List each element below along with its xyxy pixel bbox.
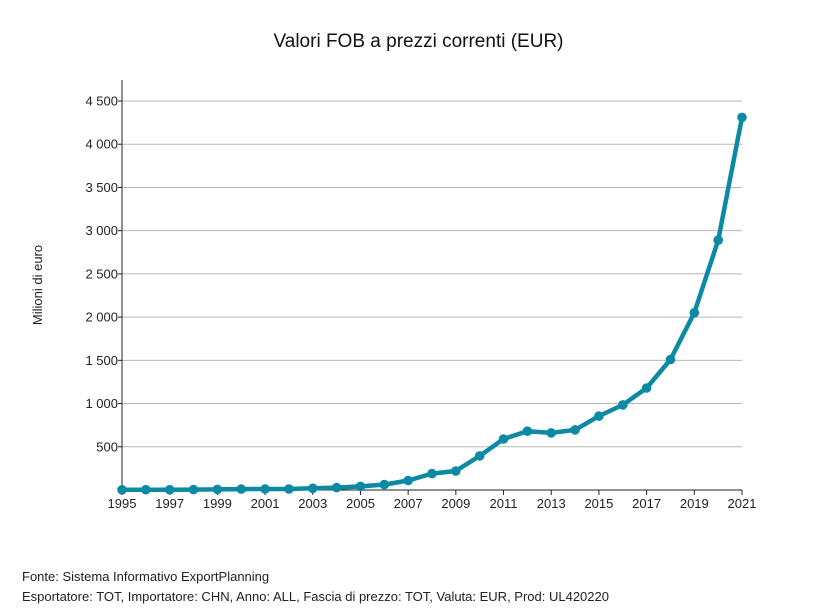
data-point-2005 xyxy=(355,481,366,492)
x-tick-label: 1995 xyxy=(108,496,137,511)
y-tick-label: 2 000 xyxy=(85,310,118,325)
y-tick-label: 500 xyxy=(96,439,118,454)
x-tick-label: 2013 xyxy=(537,496,566,511)
data-point-2020 xyxy=(713,235,723,245)
y-tick-label: 4 000 xyxy=(85,137,118,152)
data-point-1995 xyxy=(117,485,127,495)
y-tick-labels: 500 1 000 1 500 2 000 2 500 3 000 3 500 4 000 4 … xyxy=(85,94,118,455)
data-point-2017 xyxy=(641,383,652,393)
y-tick-label: 1 500 xyxy=(85,353,118,368)
x-tick-label: 2015 xyxy=(584,496,613,511)
data-point-2009 xyxy=(451,466,461,476)
x-tick-label: 2019 xyxy=(680,496,709,511)
data-point-1997 xyxy=(164,484,175,495)
x-tick-label: 1997 xyxy=(155,496,184,511)
data-point-1996 xyxy=(141,484,151,495)
data-point-2012 xyxy=(522,426,533,437)
x-tick-label: 2021 xyxy=(728,496,757,511)
x-tick-label: 1999 xyxy=(203,496,232,511)
chart-title: Valori FOB a prezzi correnti (EUR) xyxy=(273,31,564,52)
line-chart: 500 1 000 1 500 2 000 2 500 3 000 3 500 4 000 4 … xyxy=(30,80,757,511)
x-tick-label: 2017 xyxy=(632,496,661,511)
series-line xyxy=(119,115,745,493)
y-tick-label: 3 500 xyxy=(85,180,118,195)
y-axis-label: Milioni di euro xyxy=(30,245,45,325)
data-point-2000 xyxy=(236,484,246,494)
data-point-2015 xyxy=(594,411,604,421)
x-tick-label: 2005 xyxy=(346,496,375,511)
data-point-2008 xyxy=(427,468,437,479)
y-tick-label: 3 000 xyxy=(85,223,118,238)
data-point-2007 xyxy=(403,475,414,486)
data-point-2019 xyxy=(689,308,700,318)
data-point-2018 xyxy=(665,354,676,365)
data-point-2006 xyxy=(379,479,390,490)
axes xyxy=(121,80,743,495)
y-tick-label: 2 500 xyxy=(85,266,118,281)
x-tick-label: 2001 xyxy=(251,496,280,511)
data-point-2014 xyxy=(570,425,580,435)
data-point-2004 xyxy=(331,482,342,493)
data-point-2010 xyxy=(474,451,485,461)
data-point-2021 xyxy=(737,112,747,123)
data-point-2016 xyxy=(618,400,628,410)
data-point-1998 xyxy=(188,484,199,495)
x-tick-labels: 1995 1997 1999 2001 2003 2005 2007 2009 2011 2013… xyxy=(108,496,757,511)
x-tick-label: 2007 xyxy=(394,496,423,511)
y-tick-label: 1 000 xyxy=(85,396,118,411)
data-point-1999 xyxy=(212,484,223,495)
data-point-2001 xyxy=(260,484,270,494)
y-tick-label: 4 500 xyxy=(85,94,118,109)
data-point-2011 xyxy=(498,434,509,444)
x-tick-label: 2003 xyxy=(298,496,327,511)
series-line-path xyxy=(119,115,745,493)
source-note: Fonte: Sistema Informativo ExportPlannin… xyxy=(22,569,270,584)
data-point-2013 xyxy=(546,428,556,438)
x-tick-label: 2009 xyxy=(441,496,470,511)
data-point-2003 xyxy=(308,483,318,494)
data-points xyxy=(117,112,747,495)
footer: Fonte: Sistema Informativo ExportPlannin… xyxy=(22,567,609,607)
x-tick-label: 2011 xyxy=(490,496,518,511)
gridlines xyxy=(118,100,742,448)
data-point-2002 xyxy=(284,484,294,494)
filter-details: Esportatore: TOT, Importatore: CHN, Anno… xyxy=(22,589,609,604)
